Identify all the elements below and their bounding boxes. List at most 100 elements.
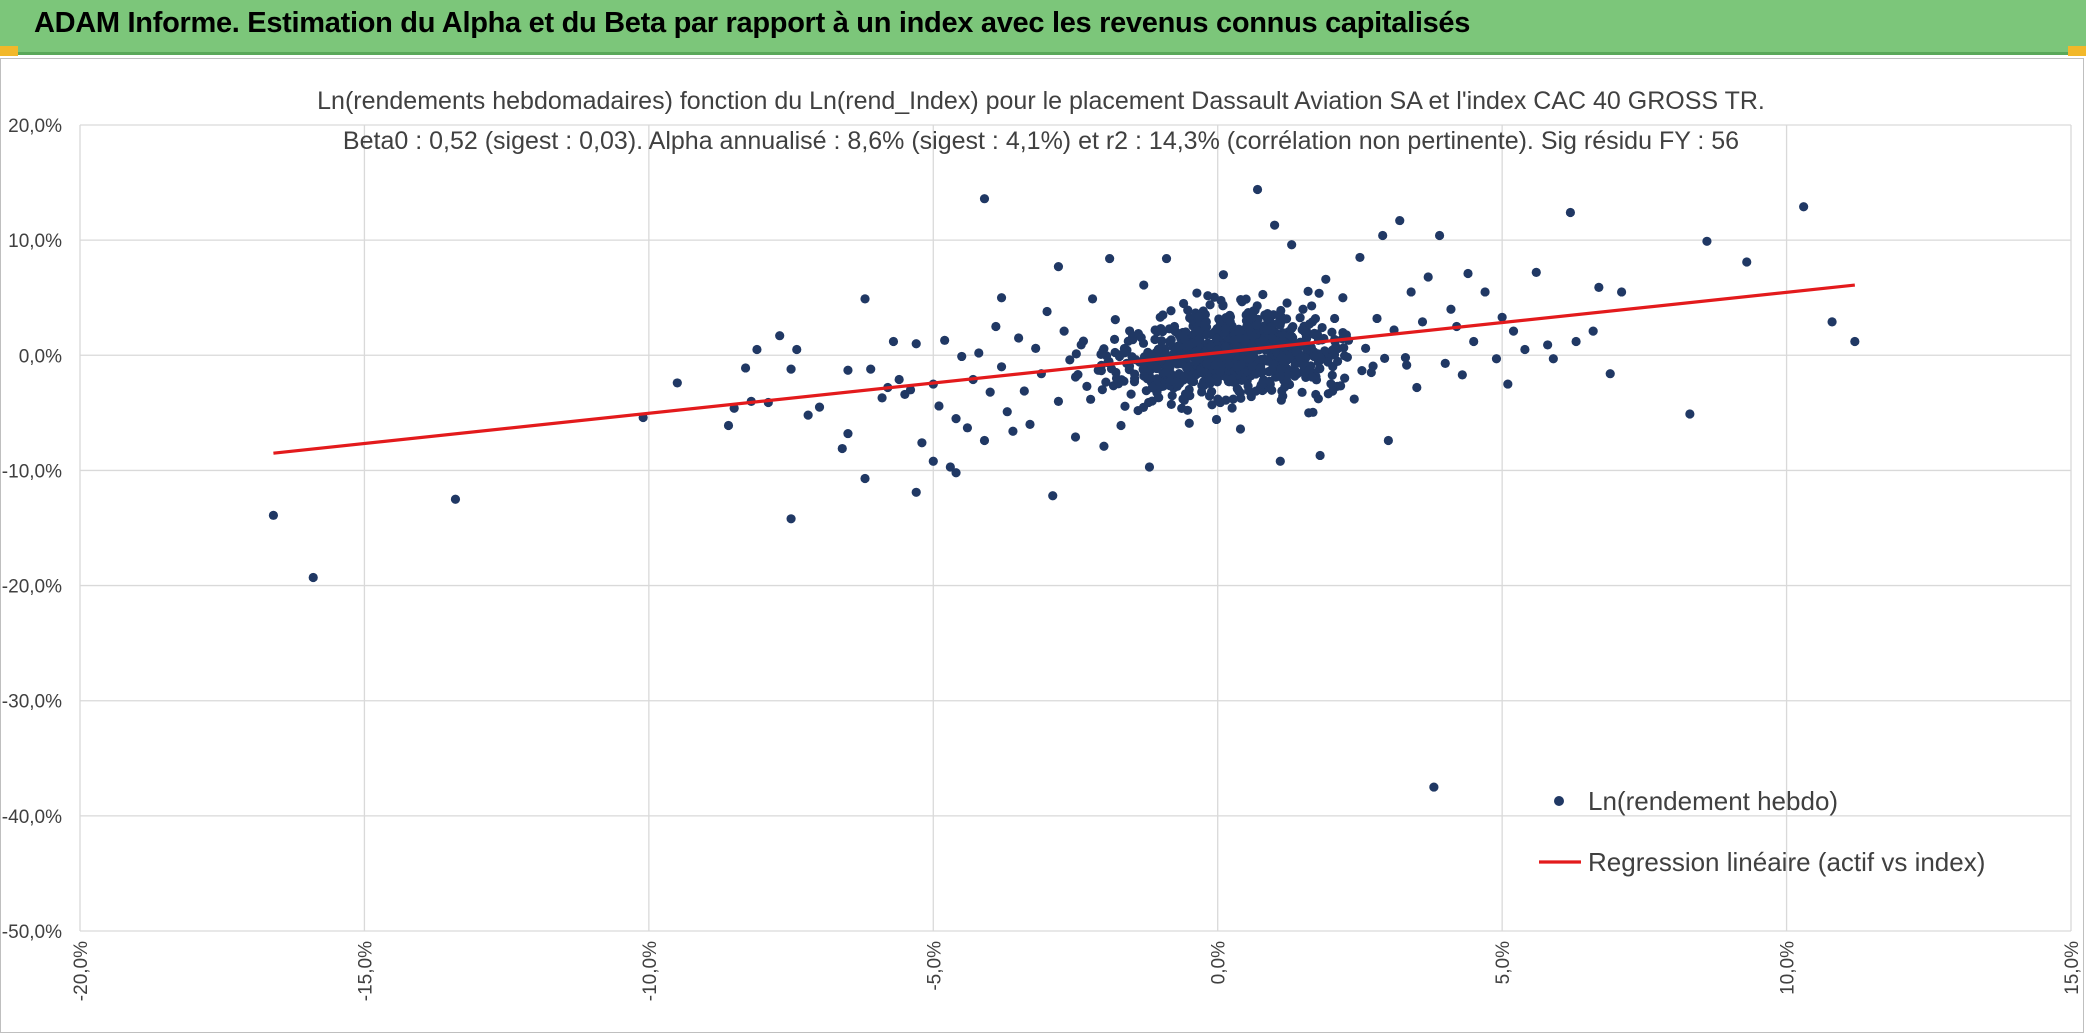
data-point <box>1227 403 1237 413</box>
data-point <box>1177 359 1187 369</box>
data-point <box>1220 342 1231 352</box>
data-point <box>1272 318 1283 329</box>
data-point <box>1265 376 1275 386</box>
data-point <box>1155 312 1165 322</box>
data-point <box>1308 407 1318 417</box>
data-point <box>1395 215 1405 226</box>
data-point <box>1270 220 1280 230</box>
data-point <box>1276 352 1287 363</box>
data-point <box>860 294 870 304</box>
data-point <box>1126 389 1136 399</box>
scatter-chart: Ln(rendements hebdomadaires) fonction du… <box>2 87 2083 1001</box>
data-point <box>1520 344 1530 355</box>
data-point <box>1087 294 1098 304</box>
data-point <box>1014 333 1024 343</box>
x-tick-label: 10,0% <box>1778 941 1799 995</box>
data-point <box>1314 288 1324 298</box>
data-point <box>1280 382 1290 392</box>
data-point <box>1315 363 1325 374</box>
data-point <box>1179 371 1189 381</box>
data-point <box>1210 360 1220 370</box>
data-point <box>1605 369 1615 379</box>
data-point <box>1357 366 1367 376</box>
data-point <box>1252 320 1262 330</box>
data-point <box>1221 324 1231 334</box>
data-point <box>1508 326 1519 336</box>
data-point <box>1111 373 1122 384</box>
data-point <box>450 494 461 504</box>
data-point <box>1234 386 1244 396</box>
data-point <box>1276 395 1286 405</box>
data-point <box>1295 313 1305 323</box>
report-title: ADAM Informe. Estimation du Alpha et du … <box>34 7 1471 39</box>
data-point <box>1197 381 1207 391</box>
data-point <box>1434 230 1445 241</box>
data-point <box>1212 324 1222 334</box>
data-point <box>1383 435 1393 446</box>
data-point <box>1097 385 1107 395</box>
data-point <box>1150 334 1160 345</box>
data-point <box>1161 253 1172 264</box>
data-point <box>1235 424 1246 434</box>
data-point <box>1463 268 1473 279</box>
data-point <box>1078 336 1089 346</box>
data-point <box>991 321 1001 332</box>
data-point <box>1548 354 1558 364</box>
data-point <box>1201 330 1212 340</box>
data-point <box>1257 336 1268 346</box>
data-point <box>1073 370 1083 380</box>
data-point <box>1178 298 1189 309</box>
data-point <box>1184 418 1194 428</box>
data-point <box>1594 282 1604 292</box>
data-point <box>1086 394 1096 404</box>
data-point <box>752 344 762 355</box>
chart-title: Ln(rendements hebdomadaires) fonction du… <box>317 87 1765 115</box>
data-point <box>268 510 279 520</box>
x-tick-label: -10,0% <box>640 941 661 1001</box>
data-point <box>1571 336 1581 347</box>
data-point <box>1241 294 1251 304</box>
data-point <box>1025 419 1035 429</box>
data-point <box>1309 351 1319 362</box>
data-point <box>911 487 921 497</box>
data-point <box>1799 202 1809 212</box>
data-point <box>1215 367 1225 377</box>
data-point <box>1166 306 1176 316</box>
data-point <box>962 423 973 433</box>
data-point <box>1124 365 1134 375</box>
data-point <box>1303 286 1313 296</box>
data-point <box>1349 394 1359 404</box>
data-point <box>877 393 887 403</box>
data-point <box>1412 382 1422 393</box>
data-point <box>1368 361 1378 371</box>
data-point <box>723 420 734 431</box>
data-point <box>860 473 870 484</box>
data-point <box>1543 340 1553 350</box>
data-point <box>1031 343 1041 353</box>
data-point <box>866 364 876 374</box>
data-point <box>1218 270 1229 280</box>
data-point <box>894 374 904 385</box>
data-point <box>974 348 984 358</box>
legend-label-regression: Regression linéaire (actif vs index) <box>1588 847 1985 877</box>
data-point <box>1193 326 1204 336</box>
data-point <box>1327 370 1337 380</box>
data-point <box>1099 441 1109 451</box>
data-point <box>1147 383 1157 393</box>
regression-line <box>273 283 1856 455</box>
data-point <box>985 387 995 397</box>
data-point <box>1258 377 1268 387</box>
data-point <box>1342 352 1352 362</box>
data-point <box>1082 381 1092 391</box>
data-point <box>1685 409 1695 419</box>
data-point <box>1153 344 1163 354</box>
data-point <box>1105 253 1115 264</box>
data-point <box>1282 298 1292 308</box>
data-point <box>979 435 990 446</box>
data-point <box>1247 361 1257 371</box>
data-point <box>803 410 813 420</box>
data-point <box>1531 267 1541 277</box>
data-point <box>1211 414 1222 425</box>
data-point <box>1120 401 1130 411</box>
